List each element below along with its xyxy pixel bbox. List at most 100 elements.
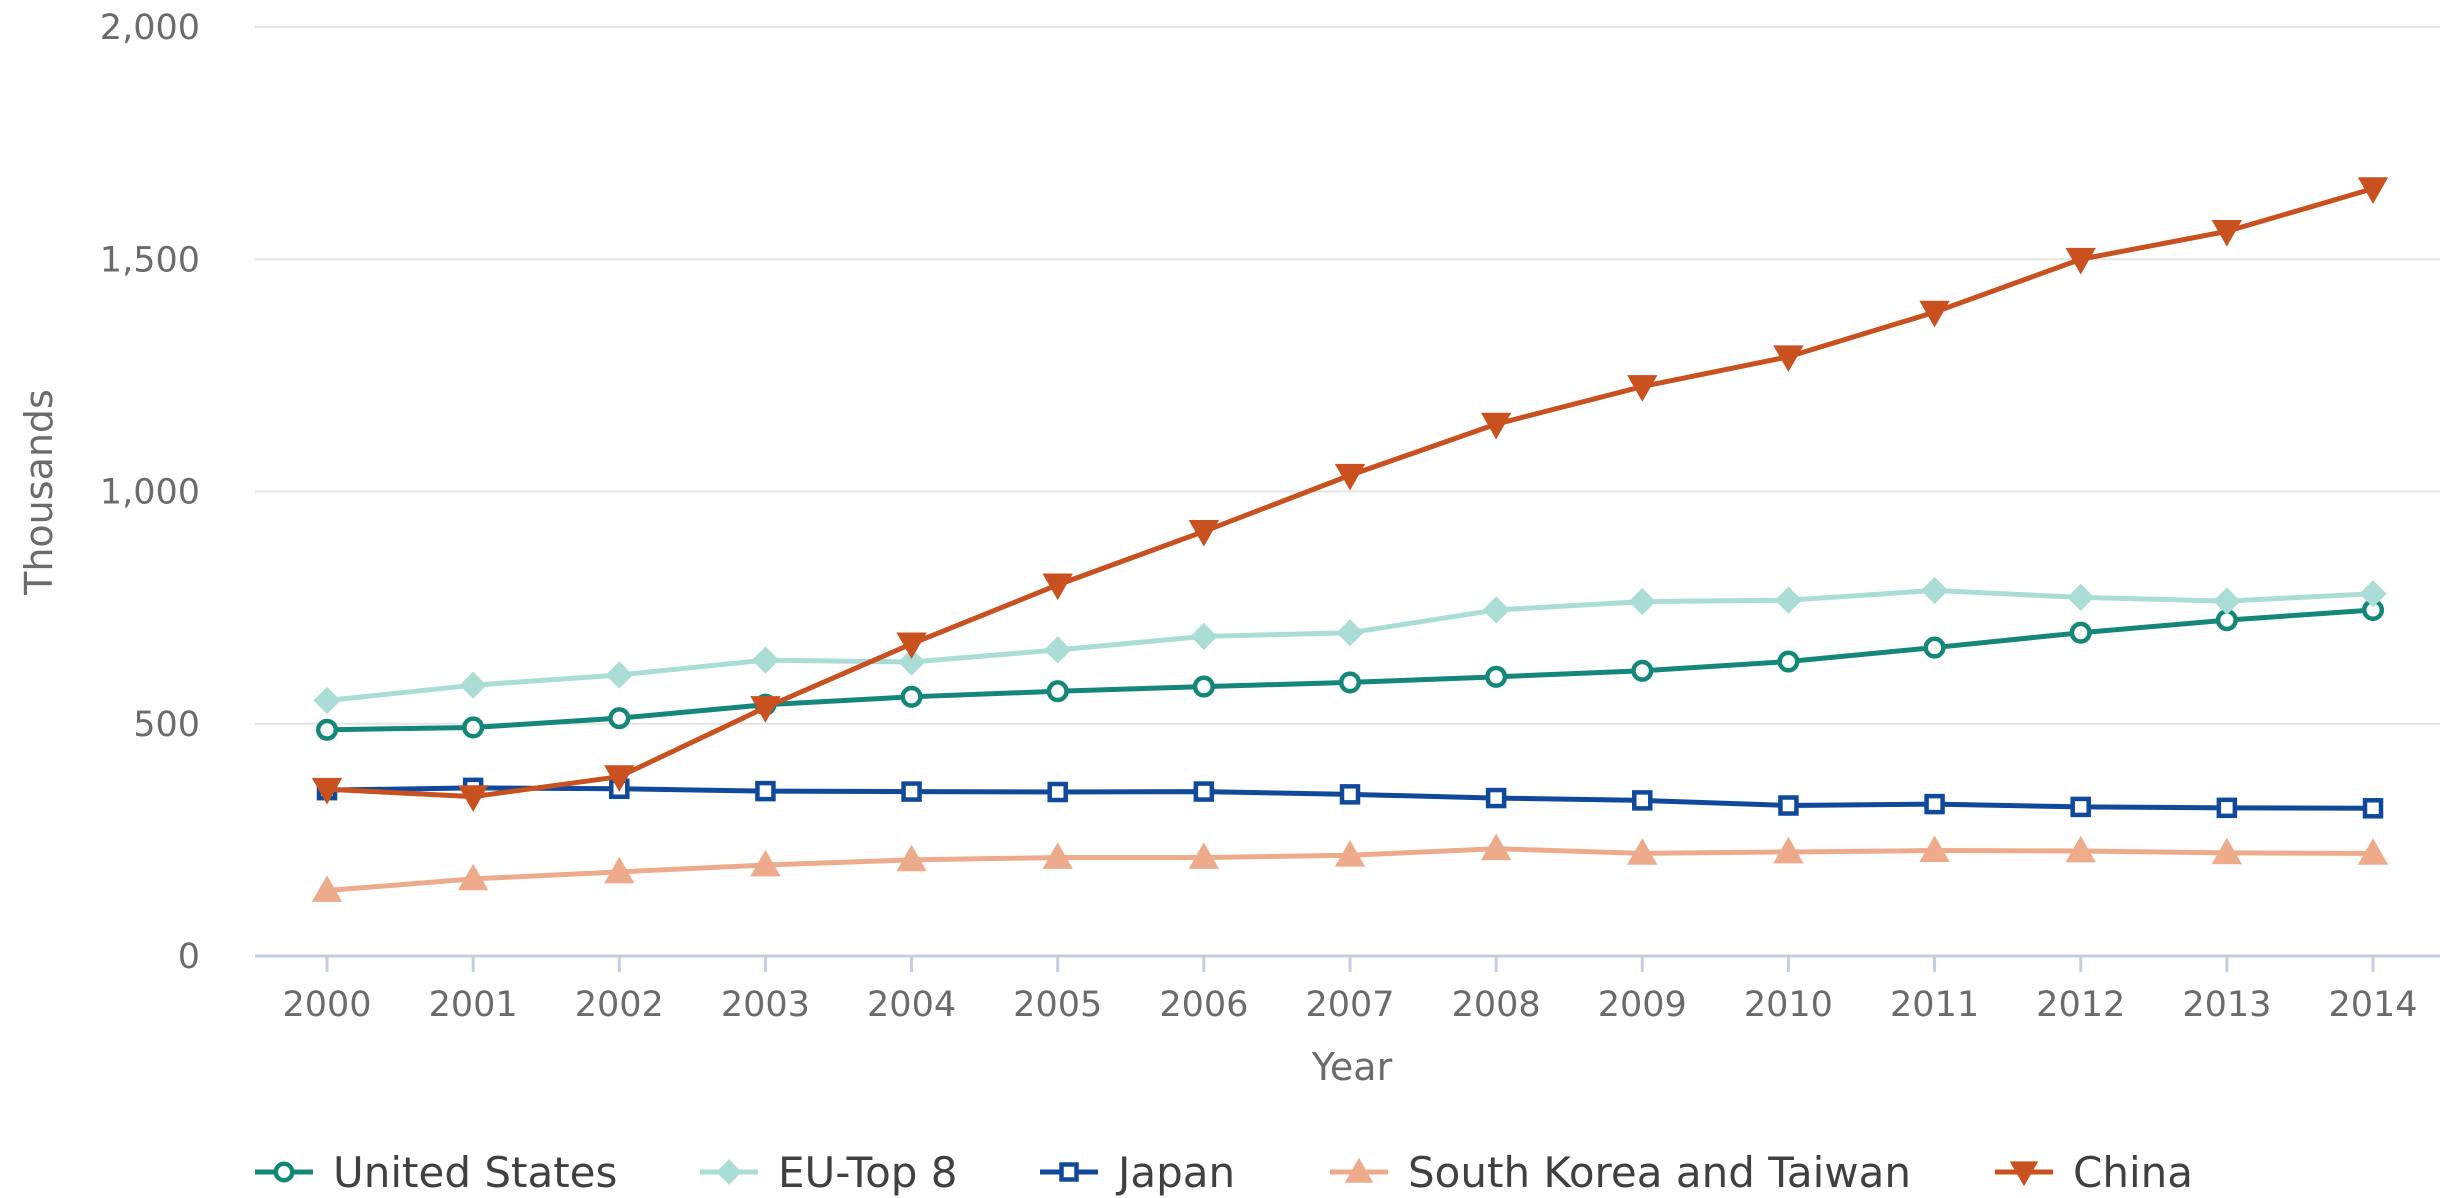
data-point [605, 661, 633, 689]
legend-label: China [2073, 1148, 2193, 1197]
data-point [901, 781, 922, 802]
data-point [1044, 636, 1072, 664]
data-point [608, 707, 631, 730]
data-point [1480, 833, 1512, 861]
data-point [1188, 520, 1220, 547]
data-point [1334, 840, 1366, 867]
x-tick-label: 2002 [575, 985, 664, 1025]
data-point [311, 777, 343, 805]
data-point [2359, 580, 2387, 608]
data-point [1047, 781, 1068, 803]
legend-item: EU-Top 8 [700, 1148, 958, 1197]
data-point [2070, 796, 2091, 818]
data-point [604, 765, 635, 792]
data-point [1778, 795, 1799, 816]
data-point [1919, 835, 1950, 862]
data-point [1193, 781, 1215, 802]
x-tick-label: 2013 [2182, 985, 2271, 1025]
data-point [1192, 675, 1215, 698]
data-point [750, 696, 781, 723]
legend-marker [716, 1159, 742, 1185]
series-china [311, 177, 2389, 812]
data-point [1627, 375, 1658, 402]
data-point [2357, 177, 2389, 204]
data-point [1339, 784, 1361, 805]
data-point [1190, 622, 1218, 651]
data-point [2067, 583, 2095, 612]
data-point [457, 785, 489, 812]
legend-marker [1059, 1162, 1079, 1182]
legend-item: South Korea and Taiwan [1330, 1148, 1911, 1197]
data-point [750, 849, 781, 877]
data-point [1336, 619, 1364, 647]
x-tick-label: 2011 [1890, 985, 1979, 1025]
axes: 0 500 1,000 1,500 2,000 2000 2001 2002 2003 2004 2… [17, 8, 2440, 1089]
data-point [1920, 576, 1949, 605]
legend: United States EU-Top 8 Japan South Korea an… [255, 1148, 2193, 1197]
legend-item: Japan [1040, 1148, 1235, 1197]
data-point [1042, 842, 1073, 869]
series-line [326, 186, 2374, 800]
legend-marker [1344, 1157, 1374, 1183]
x-tick-label: 2009 [1598, 985, 1687, 1025]
series-japan [316, 777, 2384, 819]
legend-label: EU-Top 8 [778, 1148, 958, 1197]
legend-item: United States [255, 1148, 617, 1197]
data-point [1338, 671, 1362, 694]
series-united-states [315, 598, 2385, 741]
legend-marker [273, 1161, 295, 1183]
x-tick-label: 2012 [2036, 985, 2125, 1025]
data-point [1042, 573, 1073, 601]
data-point [2211, 219, 2243, 247]
data-point [1628, 587, 1656, 616]
series-eu-top-8 [313, 576, 2387, 715]
y-tick-label: 2,000 [100, 8, 200, 48]
data-point [459, 671, 487, 699]
data-point [1777, 650, 1800, 673]
series-lines [311, 177, 2389, 902]
y-axis-title: Thousands [17, 389, 61, 596]
data-point [1485, 665, 1508, 688]
data-point [1188, 842, 1220, 869]
data-point [755, 780, 776, 802]
y-tick-label: 1,000 [100, 473, 200, 513]
data-point [897, 648, 926, 676]
data-point [604, 856, 635, 884]
data-point [896, 844, 927, 872]
data-point [2065, 247, 2096, 275]
data-point [311, 875, 343, 902]
data-point [2213, 587, 2241, 615]
data-point [2216, 797, 2238, 819]
x-axis-title: Year [1311, 1045, 1393, 1089]
data-point [1923, 636, 1946, 659]
data-point [1774, 586, 1803, 614]
data-point [313, 686, 341, 715]
data-point [1773, 345, 1804, 372]
x-tick-label: 2006 [1159, 985, 1248, 1025]
data-point [1924, 793, 1945, 815]
y-tick-label: 0 [178, 937, 200, 977]
series-south-korea-and-taiwan [311, 833, 2389, 902]
y-tick-label: 1,500 [100, 240, 200, 280]
x-tick-label: 2010 [1744, 985, 1833, 1025]
x-tick-label: 2007 [1305, 985, 1394, 1025]
legend-label: South Korea and Taiwan [1408, 1148, 1911, 1197]
data-point [1482, 596, 1510, 624]
gridlines [255, 26, 2440, 725]
x-tick-label: 2014 [2328, 985, 2417, 1025]
data-point [2211, 837, 2243, 865]
data-point [1485, 787, 1507, 809]
x-tick-label: 2000 [282, 985, 371, 1025]
data-point [1480, 412, 1512, 440]
data-point [1773, 836, 1804, 864]
data-point [900, 685, 923, 708]
data-point [315, 718, 339, 741]
data-point [2357, 838, 2389, 865]
x-tick-label: 2003 [721, 985, 810, 1025]
data-point [1046, 680, 1069, 703]
data-point [1627, 838, 1658, 865]
data-point [2362, 798, 2384, 819]
legend-label: Japan [1115, 1148, 1235, 1197]
